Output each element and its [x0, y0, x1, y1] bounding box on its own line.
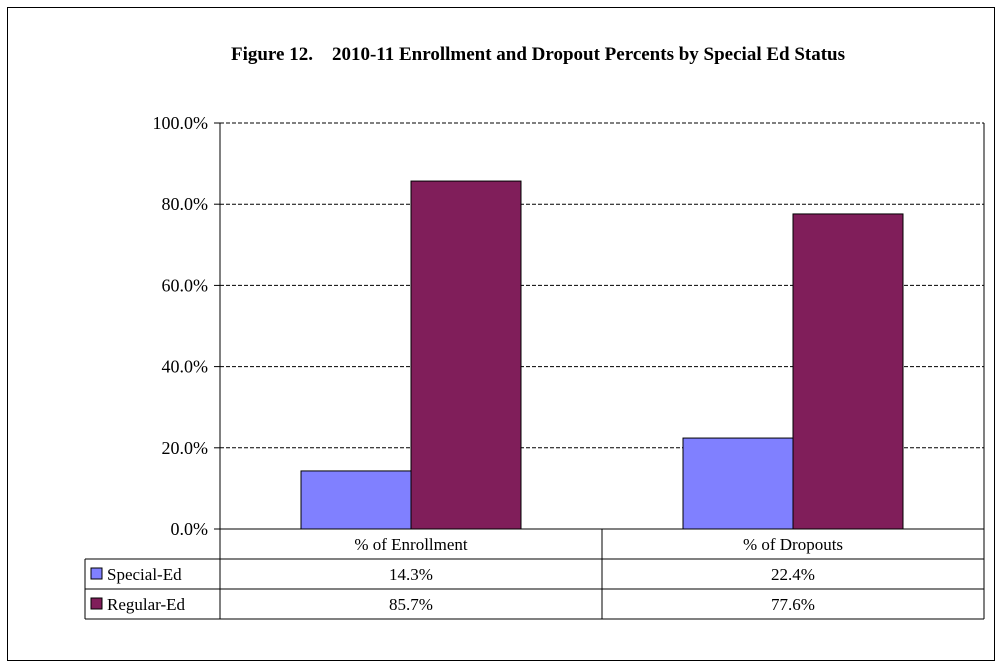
legend-swatch: [90, 597, 103, 610]
y-tick-label: 60.0%: [162, 275, 209, 295]
y-tick-label: 80.0%: [162, 194, 209, 214]
bar: [300, 470, 412, 530]
category-label: % of Enrollment: [354, 535, 468, 554]
data-label: 14.3%: [389, 565, 433, 584]
category-label: % of Dropouts: [743, 535, 843, 554]
y-tick-label: 0.0%: [171, 519, 209, 539]
data-label: 85.7%: [389, 595, 433, 614]
y-tick-label: 20.0%: [162, 438, 209, 458]
data-label: 22.4%: [771, 565, 815, 584]
y-tick-label: 100.0%: [153, 113, 209, 133]
bar: [682, 437, 794, 530]
chart-title: Figure 12. 2010-11 Enrollment and Dropou…: [230, 44, 846, 65]
legend-label: Regular-Ed: [107, 595, 186, 614]
y-tick-label: 40.0%: [162, 357, 209, 377]
bar: [410, 180, 522, 530]
legend-swatch: [90, 567, 103, 580]
data-label: 77.6%: [771, 595, 815, 614]
legend-label: Special-Ed: [107, 565, 182, 584]
bar: [792, 213, 904, 530]
